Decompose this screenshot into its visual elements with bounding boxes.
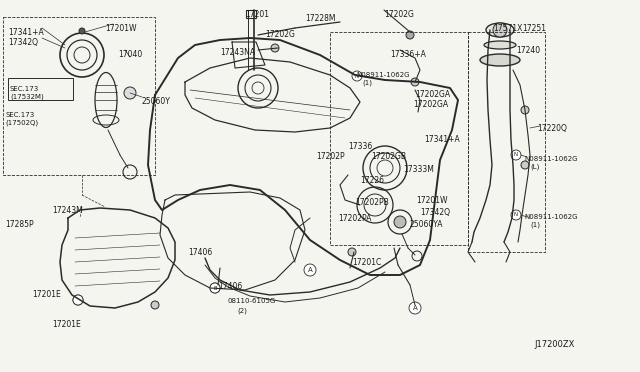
Circle shape: [151, 301, 159, 309]
Text: 17226: 17226: [360, 176, 384, 185]
Circle shape: [521, 106, 529, 114]
Ellipse shape: [480, 54, 520, 66]
Text: 17333M: 17333M: [403, 165, 434, 174]
Text: 17243M: 17243M: [52, 206, 83, 215]
Circle shape: [521, 161, 529, 169]
Circle shape: [304, 264, 316, 276]
Circle shape: [411, 78, 419, 86]
Text: 17202PA: 17202PA: [338, 214, 371, 223]
Text: 17251: 17251: [522, 24, 546, 33]
Text: 17202P: 17202P: [316, 152, 344, 161]
Text: 17336+A: 17336+A: [390, 50, 426, 59]
Text: 17202G: 17202G: [384, 10, 414, 19]
Circle shape: [511, 150, 521, 160]
Text: 17406: 17406: [218, 282, 243, 291]
Text: 08110-6105G: 08110-6105G: [228, 298, 276, 304]
Text: 17201: 17201: [245, 10, 269, 19]
Text: 17240: 17240: [516, 46, 540, 55]
Text: 17342Q: 17342Q: [420, 208, 450, 217]
Text: 17040: 17040: [118, 50, 142, 59]
Text: B: B: [213, 285, 217, 291]
Circle shape: [73, 295, 83, 305]
Circle shape: [124, 87, 136, 99]
Text: SEC.173: SEC.173: [10, 86, 39, 92]
Text: N08911-1062G: N08911-1062G: [524, 156, 577, 162]
Text: SEC.173: SEC.173: [5, 112, 35, 118]
Circle shape: [79, 28, 85, 34]
Text: 17201W: 17201W: [105, 24, 136, 33]
Circle shape: [511, 210, 521, 220]
Text: N08911-1062G: N08911-1062G: [356, 72, 410, 78]
Ellipse shape: [484, 41, 516, 49]
Text: 17201C: 17201C: [352, 258, 381, 267]
Text: A: A: [413, 305, 417, 311]
Ellipse shape: [486, 23, 514, 37]
Text: 17202G: 17202G: [265, 30, 295, 39]
Text: 17342Q: 17342Q: [8, 38, 38, 47]
Text: N: N: [355, 74, 359, 78]
Text: 17336: 17336: [348, 142, 372, 151]
Circle shape: [352, 71, 362, 81]
Text: (17532M): (17532M): [10, 93, 44, 99]
Text: 17571X: 17571X: [493, 24, 522, 33]
Text: (L): (L): [530, 164, 540, 170]
Text: 25060Y: 25060Y: [142, 97, 171, 106]
Text: (2): (2): [237, 307, 247, 314]
Circle shape: [394, 216, 406, 228]
Text: 17201E: 17201E: [32, 290, 61, 299]
Text: (1): (1): [530, 222, 540, 228]
Text: 17201W: 17201W: [416, 196, 447, 205]
Circle shape: [271, 44, 279, 52]
Text: A: A: [308, 267, 312, 273]
Text: 17220Q: 17220Q: [537, 124, 567, 133]
Circle shape: [409, 302, 421, 314]
Circle shape: [210, 283, 220, 293]
Text: 17201E: 17201E: [52, 320, 81, 329]
Text: N08911-1062G: N08911-1062G: [524, 214, 577, 220]
Text: 17228M: 17228M: [305, 14, 335, 23]
Circle shape: [493, 23, 507, 37]
Text: 17202GB: 17202GB: [371, 152, 406, 161]
Text: 17406: 17406: [188, 248, 212, 257]
Text: (17502Q): (17502Q): [5, 119, 38, 125]
Text: 17202PB: 17202PB: [355, 198, 388, 207]
Circle shape: [406, 31, 414, 39]
Text: N: N: [514, 153, 518, 157]
Text: (1): (1): [362, 80, 372, 87]
Bar: [8, 78, 73, 100]
Text: J17200ZX: J17200ZX: [534, 340, 574, 349]
Bar: [246, 10, 256, 18]
Text: 25060YA: 25060YA: [410, 220, 444, 229]
Circle shape: [73, 295, 83, 305]
Circle shape: [348, 248, 356, 256]
Text: 17341+A: 17341+A: [8, 28, 44, 37]
Text: 17202GA: 17202GA: [413, 100, 448, 109]
Text: 17341+A: 17341+A: [424, 135, 460, 144]
Text: 17202GA: 17202GA: [415, 90, 450, 99]
Text: 17243NA: 17243NA: [220, 48, 255, 57]
Text: 17285P: 17285P: [5, 220, 34, 229]
Text: N: N: [514, 212, 518, 218]
